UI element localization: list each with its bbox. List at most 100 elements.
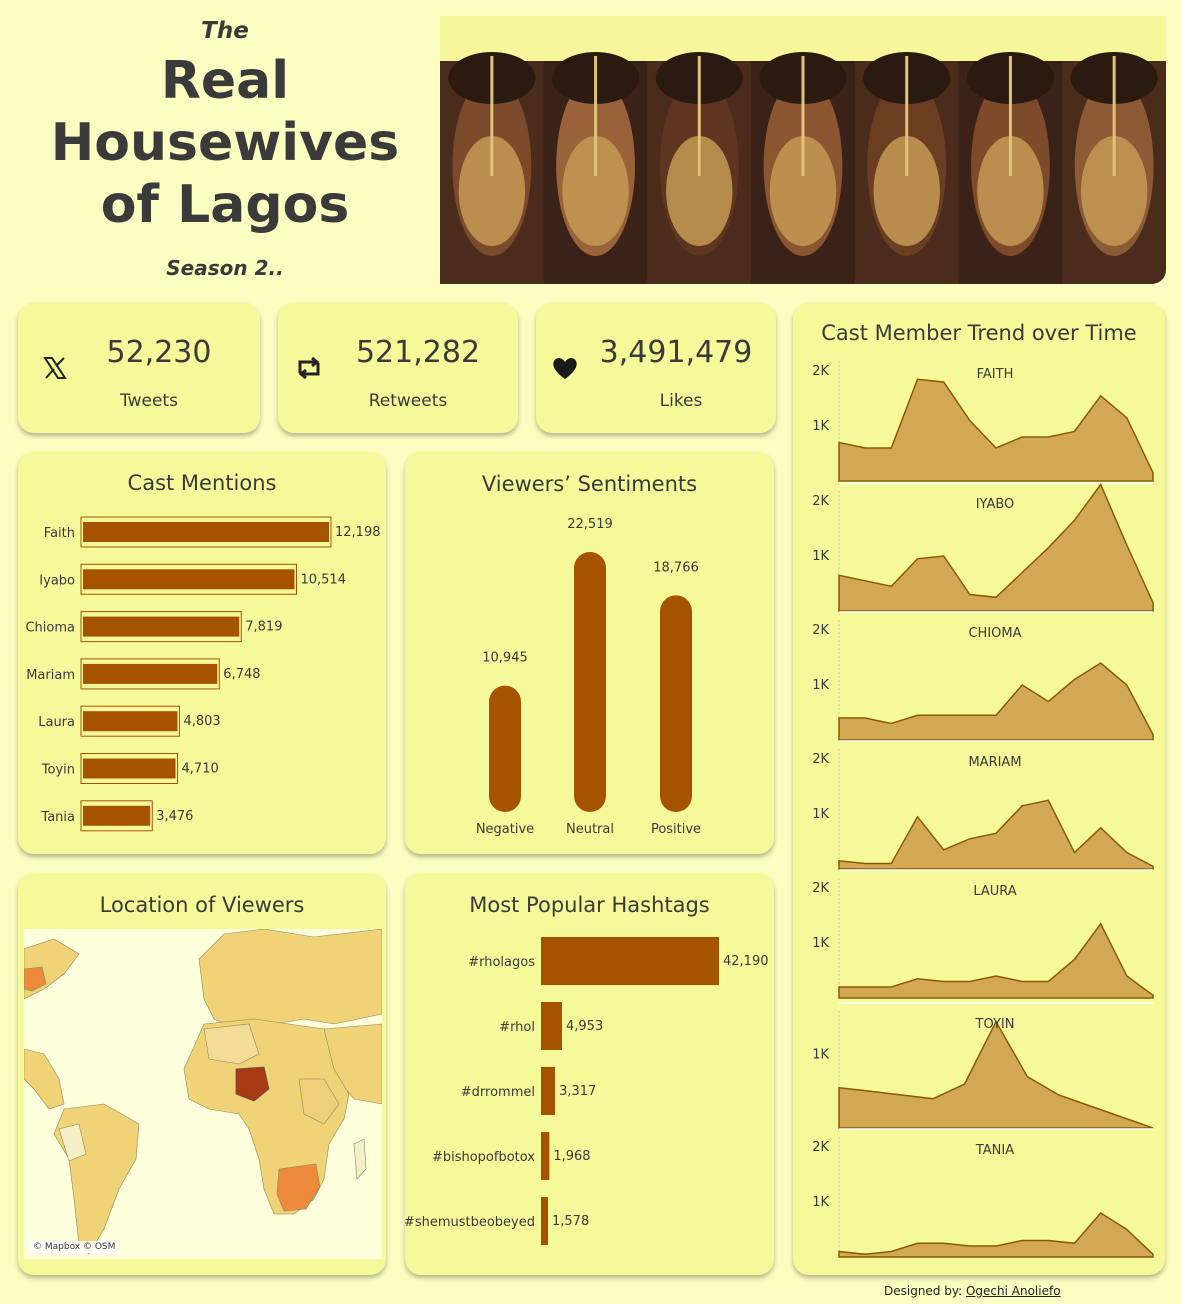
- footer-label: Designed by:: [884, 1284, 963, 1298]
- trend-area-iyabo: [838, 482, 1154, 612]
- retweet-icon: [294, 353, 324, 383]
- hashtags-title: Most Popular Hashtags: [469, 893, 710, 917]
- trend-card: Cast Member Trend over Time 2K 1K FAITH 2K 1…: [793, 303, 1165, 1275]
- tweets-label: Tweets: [120, 391, 178, 411]
- designer-link[interactable]: Ogechi Anoliefo: [965, 1284, 1061, 1298]
- map-region-south-america-light: [58, 1123, 87, 1162]
- portrait-gold-mask: [666, 136, 733, 246]
- trend-series-label: TANIA: [975, 1143, 1014, 1158]
- likes-label: Likes: [659, 391, 703, 411]
- trend-tick-label: 1K: [812, 1048, 829, 1063]
- trend-tick-label: 2K: [812, 1140, 829, 1155]
- sentiment-value-label: 22,519: [567, 517, 613, 532]
- hashtag-label: #bishopofbotox: [432, 1150, 535, 1165]
- cast-bar: [83, 616, 240, 637]
- sentiment-bar: [489, 685, 521, 812]
- cast-value-label: 3,476: [156, 809, 193, 824]
- portrait-gold-mask: [873, 136, 940, 246]
- cast-bar-outline: [80, 800, 153, 832]
- hashtag-label: #shemustbeobeyed: [405, 1215, 535, 1230]
- cast-label: Laura: [38, 715, 75, 730]
- trend-title: Cast Member Trend over Time: [821, 321, 1137, 345]
- retweets-value: 521,282: [355, 335, 481, 370]
- viewers-map[interactable]: © Mapbox © OSM: [24, 929, 382, 1259]
- map-credit[interactable]: © Mapbox © OSM: [30, 1241, 119, 1253]
- trend-tick-label: 2K: [812, 881, 829, 896]
- cast-value-label: 4,710: [182, 762, 219, 777]
- cast-value-label: 12,198: [335, 525, 381, 540]
- hashtags-card: Most Popular Hashtags #rholagos 42,190 #rh…: [405, 873, 774, 1275]
- trend-tick-label: 1K: [812, 936, 829, 951]
- cast-value-label: 10,514: [300, 572, 346, 587]
- hashtag-value-label: 42,190: [723, 954, 769, 969]
- trend-tick-label: 2K: [812, 494, 829, 509]
- cast-portrait: [958, 52, 1064, 284]
- cast-portrait: [1062, 52, 1166, 284]
- trend-tick-label: 2K: [812, 364, 829, 379]
- hashtag-bar: [541, 937, 719, 985]
- trend-area-chioma: [838, 662, 1154, 741]
- cast-bar: [83, 569, 295, 590]
- cast-value-label: 4,803: [183, 714, 220, 729]
- hashtag-value-label: 4,953: [566, 1019, 603, 1034]
- cast-portrait: [751, 52, 856, 284]
- portrait-gold-mask: [458, 136, 526, 246]
- title-line: of Lagos: [100, 175, 350, 235]
- cast-bar-outline: [80, 563, 297, 595]
- cast-label: Iyabo: [39, 573, 75, 588]
- cast-portrait: [854, 52, 960, 284]
- trend-series-label: FAITH: [977, 367, 1014, 382]
- title-line: Housewives: [50, 113, 400, 173]
- hashtag-value-label: 3,317: [559, 1084, 596, 1099]
- map-region-central-america: [24, 1048, 65, 1110]
- hashtag-label: #rholagos: [468, 955, 535, 970]
- map-region-north-africa-light: [203, 1023, 260, 1065]
- cast-portrait: [543, 52, 649, 284]
- trend-tick-label: 1K: [812, 1195, 829, 1210]
- portrait-gold-mask: [769, 136, 837, 246]
- retweets-label: Retweets: [368, 391, 448, 411]
- hashtag-bar: [541, 1002, 562, 1050]
- kpi-card-likes: 3,491,479 Likes: [536, 303, 776, 433]
- cast-mentions-card: Cast Mentions Faith 12,198 Iyabo 10,514 Chio…: [18, 452, 386, 854]
- trend-tick-label: 2K: [812, 752, 829, 767]
- season-subtitle: Season 2..: [166, 256, 284, 280]
- trend-area-laura: [838, 922, 1154, 999]
- location-card: Location of Viewers © Mapbox © OSM: [18, 873, 386, 1275]
- hashtag-label: #drrommel: [461, 1085, 535, 1100]
- trend-area-toyin: [838, 1020, 1154, 1129]
- portrait-gold-mask: [1080, 136, 1148, 246]
- x-logo-icon: [40, 353, 70, 383]
- trend-tick-label: 1K: [812, 678, 829, 693]
- footer-credit: Designed by: Ogechi Anoliefo: [884, 1284, 1061, 1298]
- portrait-gold-mask: [977, 136, 1044, 246]
- trend-tick-label: 1K: [812, 549, 829, 564]
- cast-portrait: [647, 52, 753, 284]
- cast-bar-outline: [80, 658, 220, 690]
- cast-value-label: 7,819: [245, 620, 282, 635]
- page-title: Real Housewives of Lagos: [25, 50, 425, 236]
- hashtag-bar: [541, 1067, 556, 1115]
- sentiment-value-label: 10,945: [482, 651, 528, 666]
- map-region-south-america: [53, 1103, 140, 1255]
- heart-icon: [550, 353, 580, 383]
- cast-label: Faith: [44, 526, 75, 541]
- trend-series-label: IYABO: [976, 497, 1015, 512]
- cast-label: Tania: [40, 810, 75, 825]
- cast-bar: [83, 805, 151, 826]
- map-region-south-africa: [276, 1163, 321, 1212]
- cast-label: Mariam: [26, 668, 75, 683]
- hashtag-value-label: 1,578: [552, 1214, 589, 1229]
- map-region-madagascar: [353, 1138, 367, 1180]
- trend-series-label: MARIAM: [968, 755, 1021, 770]
- sentiments-chart: 10,945 Negative 22,519 Neutral 18,766 Positiv…: [476, 517, 701, 837]
- cast-bar-outline: [80, 705, 180, 737]
- hashtag-bar: [541, 1132, 550, 1180]
- sentiments-title: Viewers’ Sentiments: [481, 472, 698, 496]
- hashtag-label: #rhol: [499, 1020, 535, 1035]
- portrait-gold-mask: [562, 136, 629, 246]
- sentiment-value-label: 18,766: [653, 560, 699, 575]
- title-the: The: [201, 18, 249, 44]
- sentiment-category-label: Positive: [651, 822, 701, 837]
- cast-bar-outline: [80, 611, 242, 643]
